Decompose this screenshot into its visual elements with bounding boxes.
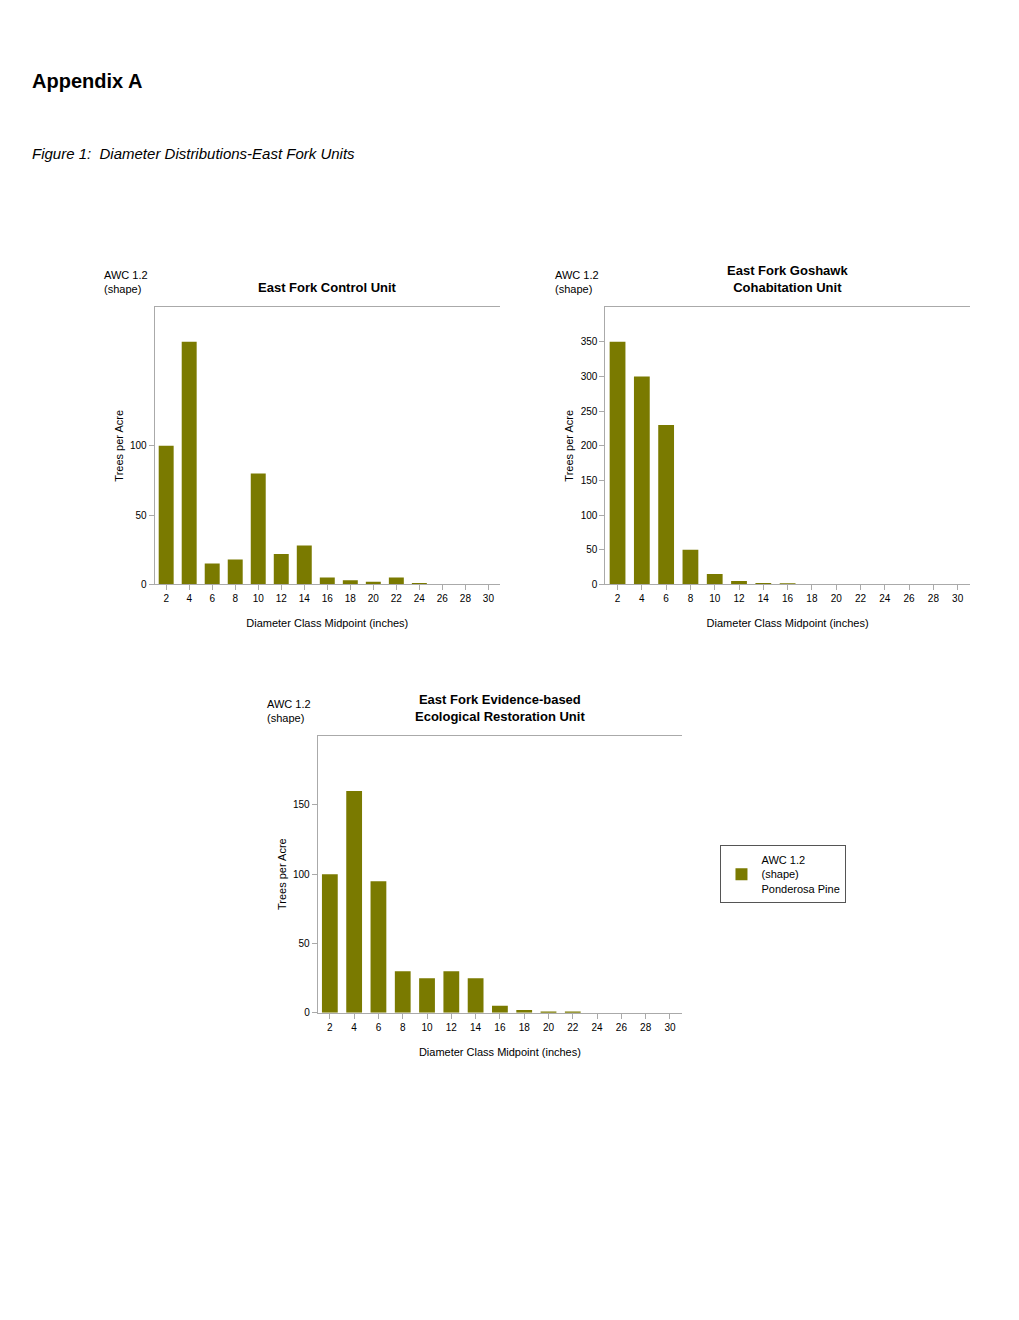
svg-text:22: 22 xyxy=(855,593,867,604)
svg-text:28: 28 xyxy=(640,1022,652,1033)
svg-text:East Fork Control Unit: East Fork Control Unit xyxy=(258,280,397,295)
svg-text:14: 14 xyxy=(470,1022,482,1033)
svg-text:Appendix A: Appendix A xyxy=(32,70,142,92)
svg-text:10: 10 xyxy=(709,593,721,604)
svg-text:18: 18 xyxy=(519,1022,531,1033)
svg-text:16: 16 xyxy=(782,593,794,604)
svg-text:6: 6 xyxy=(663,593,669,604)
svg-text:28: 28 xyxy=(928,593,940,604)
svg-text:20: 20 xyxy=(831,593,843,604)
svg-text:12: 12 xyxy=(446,1022,458,1033)
svg-text:8: 8 xyxy=(688,593,694,604)
svg-text:4: 4 xyxy=(186,593,192,604)
svg-text:16: 16 xyxy=(494,1022,506,1033)
svg-text:200: 200 xyxy=(581,440,598,451)
svg-text:2: 2 xyxy=(615,593,621,604)
svg-text:Diameter Class Midpoint (inche: Diameter Class Midpoint (inches) xyxy=(419,1046,581,1058)
svg-text:East Fork GoshawkCohabitation: East Fork GoshawkCohabitation Unit xyxy=(727,263,848,295)
svg-text:14: 14 xyxy=(758,593,770,604)
svg-text:50: 50 xyxy=(299,938,311,949)
svg-text:26: 26 xyxy=(437,593,449,604)
svg-text:22: 22 xyxy=(391,593,403,604)
svg-text:300: 300 xyxy=(581,371,598,382)
svg-text:2: 2 xyxy=(163,593,169,604)
svg-text:Trees per Acre: Trees per Acre xyxy=(563,410,575,482)
svg-text:Trees per Acre: Trees per Acre xyxy=(113,410,125,482)
svg-text:20: 20 xyxy=(543,1022,555,1033)
svg-text:16: 16 xyxy=(322,593,334,604)
svg-text:30: 30 xyxy=(483,593,495,604)
svg-text:0: 0 xyxy=(304,1007,310,1018)
svg-text:24: 24 xyxy=(414,593,426,604)
svg-text:22: 22 xyxy=(567,1022,579,1033)
svg-text:12: 12 xyxy=(276,593,288,604)
svg-text:28: 28 xyxy=(460,593,472,604)
svg-text:24: 24 xyxy=(879,593,891,604)
svg-text:Diameter Class Midpoint (inche: Diameter Class Midpoint (inches) xyxy=(246,617,408,629)
svg-text:AWC 1.2(shape): AWC 1.2(shape) xyxy=(104,269,148,295)
svg-text:350: 350 xyxy=(581,336,598,347)
svg-text:24: 24 xyxy=(592,1022,604,1033)
svg-text:14: 14 xyxy=(299,593,311,604)
svg-text:12: 12 xyxy=(733,593,745,604)
svg-text:50: 50 xyxy=(586,544,598,555)
svg-text:4: 4 xyxy=(351,1022,357,1033)
svg-text:0: 0 xyxy=(141,579,147,590)
svg-text:10: 10 xyxy=(253,593,265,604)
svg-text:AWC 1.2(shape): AWC 1.2(shape) xyxy=(555,269,599,295)
svg-text:30: 30 xyxy=(664,1022,676,1033)
svg-text:8: 8 xyxy=(232,593,238,604)
svg-text:10: 10 xyxy=(421,1022,433,1033)
svg-text:100: 100 xyxy=(581,510,598,521)
svg-text:50: 50 xyxy=(136,510,148,521)
svg-text:20: 20 xyxy=(368,593,380,604)
svg-text:100: 100 xyxy=(293,869,310,880)
svg-text:250: 250 xyxy=(581,406,598,417)
svg-text:150: 150 xyxy=(293,799,310,810)
svg-text:Trees per Acre: Trees per Acre xyxy=(276,838,288,910)
svg-text:4: 4 xyxy=(639,593,645,604)
svg-text:AWC 1.2(shape): AWC 1.2(shape) xyxy=(267,698,311,724)
svg-text:18: 18 xyxy=(806,593,818,604)
svg-text:6: 6 xyxy=(209,593,215,604)
svg-text:Diameter Class Midpoint (inche: Diameter Class Midpoint (inches) xyxy=(707,617,869,629)
svg-text:26: 26 xyxy=(616,1022,628,1033)
svg-text:AWC 1.2(shape)Ponderosa Pine: AWC 1.2(shape)Ponderosa Pine xyxy=(761,854,839,895)
svg-text:6: 6 xyxy=(376,1022,382,1033)
svg-text:0: 0 xyxy=(592,579,598,590)
svg-text:8: 8 xyxy=(400,1022,406,1033)
svg-text:30: 30 xyxy=(952,593,964,604)
svg-text:Figure 1: Diameter Distributi: Figure 1: Diameter Distributions-East Fo… xyxy=(32,145,355,162)
svg-text:18: 18 xyxy=(345,593,357,604)
svg-text:100: 100 xyxy=(130,440,147,451)
svg-text:East Fork Evidence-basedEcolog: East Fork Evidence-basedEcological Resto… xyxy=(415,692,585,724)
svg-text:2: 2 xyxy=(327,1022,333,1033)
svg-text:150: 150 xyxy=(581,475,598,486)
svg-text:26: 26 xyxy=(904,593,916,604)
